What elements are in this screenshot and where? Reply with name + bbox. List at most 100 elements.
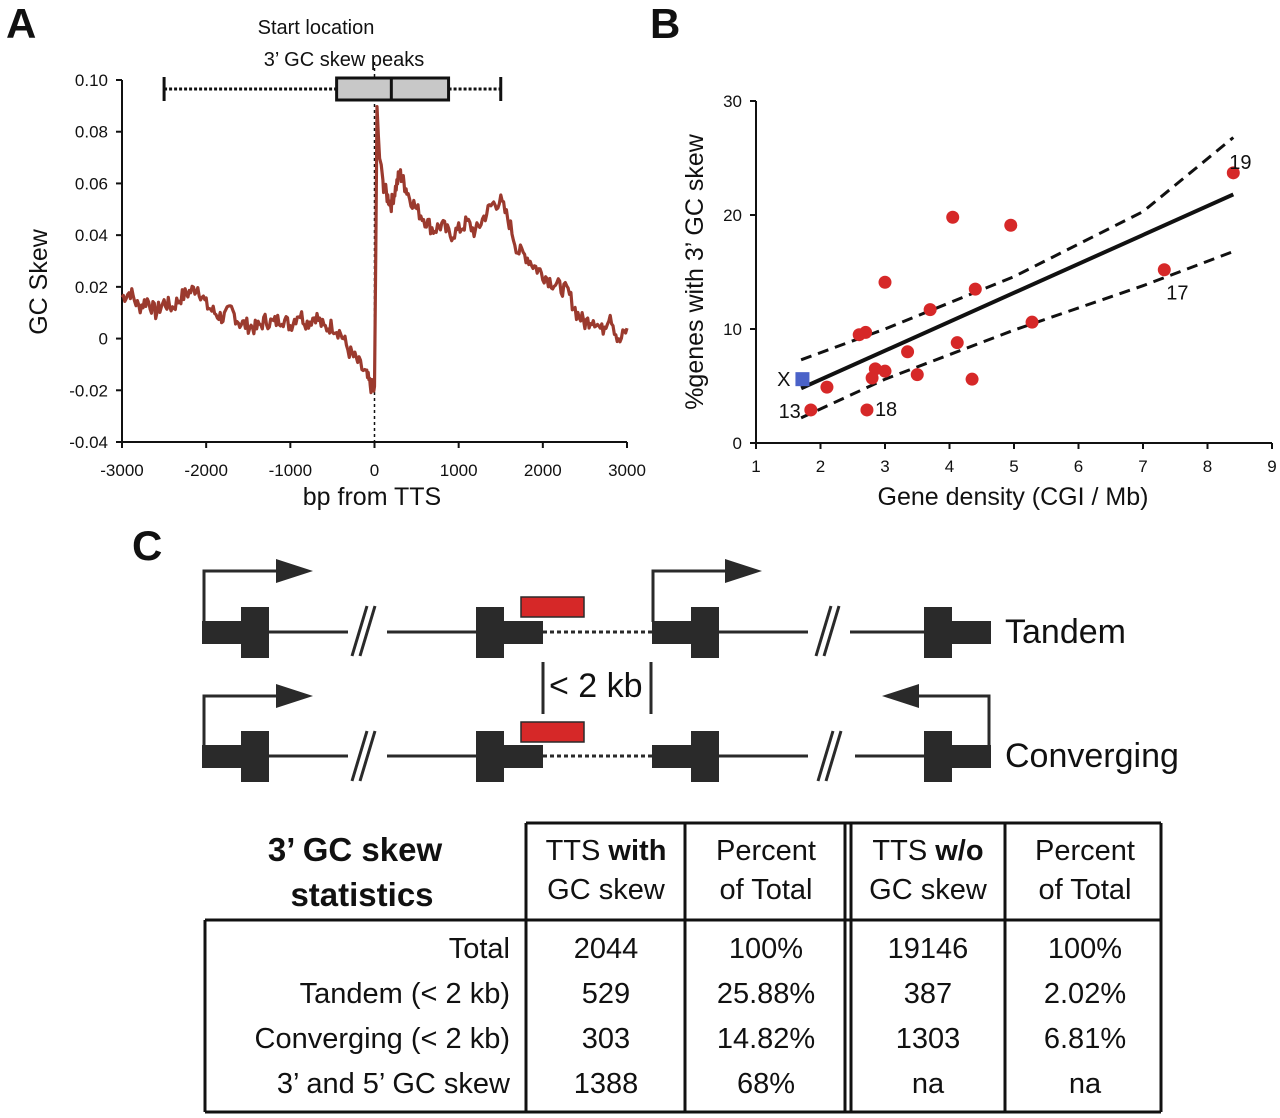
regression-line <box>800 192 1235 391</box>
table-cell: na <box>912 1068 945 1100</box>
y-tick-label: 0.02 <box>75 278 108 297</box>
data-point <box>1157 263 1171 277</box>
table-cell: 529 <box>582 978 630 1010</box>
header-with-gc-skew: TTS with <box>546 835 667 867</box>
boxplot-label-line1: Start location <box>258 17 375 39</box>
table-cell: 303 <box>582 1023 630 1055</box>
y-tick-label: 0.08 <box>75 123 108 142</box>
data-point <box>878 364 892 378</box>
y-tick-label: 20 <box>723 206 742 225</box>
header-percent-with-line2: of Total <box>720 874 813 906</box>
data-point <box>820 380 834 394</box>
upstream-gene <box>202 559 543 658</box>
boxplot-label-line2: 3’ GC skew peaks <box>264 49 424 71</box>
panel-c-letter: C <box>132 522 162 569</box>
panel-a-boxplot <box>162 76 503 102</box>
table-row: Total 2044 100% 19146 100% <box>449 933 1122 965</box>
confidence-lower-line <box>800 250 1234 420</box>
tandem-row: Tandem <box>202 559 1126 658</box>
y-tick-label: 10 <box>723 320 742 339</box>
row-label: 3’ and 5’ GC skew <box>277 1068 511 1100</box>
panel-b-axes <box>755 101 1272 444</box>
y-tick-label: 30 <box>723 92 742 111</box>
y-tick-label: 0 <box>733 434 742 453</box>
distance-label: < 2 kb <box>549 667 643 705</box>
tss-arrow-reverse-icon <box>882 684 919 708</box>
downstream-gene-tandem <box>651 559 991 658</box>
converging-row: Converging <box>202 684 1179 782</box>
x-chromosome-label: X <box>777 369 790 391</box>
table-cell: 387 <box>904 978 952 1010</box>
table-cell: 100% <box>729 933 803 965</box>
panel-a-letter: A <box>6 0 36 47</box>
x-tick-label: -1000 <box>269 461 312 480</box>
tss-arrow-icon <box>276 684 313 708</box>
x-tick-label: 1 <box>751 457 760 476</box>
x-tick-label: -3000 <box>100 461 143 480</box>
data-point <box>923 303 937 317</box>
tss-arrow-icon <box>725 559 762 583</box>
header-percent-without: Percent <box>1035 835 1135 867</box>
table-row: Tandem (< 2 kb) 529 25.88% 387 2.02% <box>300 978 1126 1010</box>
table-cell: 1388 <box>574 1068 639 1100</box>
tss-arrow-icon <box>276 559 313 583</box>
x-chromosome-point <box>795 372 810 387</box>
distance-marker: < 2 kb <box>541 662 653 714</box>
x-tick-label: 0 <box>370 461 379 480</box>
converging-gc-skew-region <box>520 721 585 743</box>
x-tick-label: 3000 <box>608 461 646 480</box>
x-tick-label: 6 <box>1074 457 1083 476</box>
table-cell: 6.81% <box>1044 1023 1126 1055</box>
chromosome-label: 18 <box>875 399 897 421</box>
x-tick-label: 9 <box>1267 457 1276 476</box>
header-percent-without-line2: of Total <box>1039 874 1132 906</box>
table-cell: 1303 <box>896 1023 961 1055</box>
x-tick-label: -2000 <box>184 461 227 480</box>
data-point <box>965 372 979 386</box>
gc-skew-line <box>120 105 629 395</box>
table-row: 3’ and 5’ GC skew 1388 68% na na <box>277 1068 1102 1100</box>
chromosome-label: 17 <box>1166 283 1188 305</box>
chromosome-label: 19 <box>1229 152 1251 174</box>
table-row: Converging (< 2 kb) 303 14.82% 1303 6.81… <box>255 1023 1127 1055</box>
header-with-gc-skew-line2: GC skew <box>547 874 666 906</box>
data-point <box>859 325 873 339</box>
x-tick-label: 7 <box>1138 457 1147 476</box>
converging-label: Converging <box>1005 737 1179 775</box>
header-percent-with: Percent <box>716 835 816 867</box>
tandem-gc-skew-region <box>520 596 585 618</box>
data-point <box>1004 218 1018 232</box>
table-title-line1: 3’ GC skew <box>268 831 443 868</box>
data-point <box>901 345 915 359</box>
data-point <box>1025 315 1039 329</box>
y-tick-label: 0.10 <box>75 71 108 90</box>
table-cell: 2.02% <box>1044 978 1126 1010</box>
x-tick-label: 2000 <box>524 461 562 480</box>
table-cell: 19146 <box>888 933 969 965</box>
panel-b-xlabel: Gene density (CGI / Mb) <box>878 483 1149 511</box>
panel-b-chart: 1 2 3 4 5 6 7 8 9 0 10 20 30 13 18 17 19 X Gene density … <box>681 92 1277 511</box>
data-point <box>950 336 964 350</box>
data-point <box>946 210 960 224</box>
gc-skew-statistics-table: 3’ GC skew statistics TTS with GC skew P… <box>203 821 1163 1114</box>
y-tick-label: -0.02 <box>69 381 108 400</box>
data-point <box>1226 166 1240 180</box>
data-point <box>968 282 982 296</box>
y-tick-label: 0.06 <box>75 174 108 193</box>
tandem-label: Tandem <box>1005 613 1126 651</box>
chromosome-label: 13 <box>779 401 801 423</box>
table-cell: 100% <box>1048 933 1122 965</box>
row-label: Tandem (< 2 kb) <box>300 978 510 1010</box>
panel-a-chart: -3000 -2000 -1000 0 1000 2000 3000 -0.04 -0.02 0 0… <box>25 17 646 511</box>
table-cell: 14.82% <box>717 1023 815 1055</box>
x-tick-label: 3 <box>880 457 889 476</box>
y-tick-label: 0 <box>99 330 108 349</box>
x-tick-label: 4 <box>945 457 954 476</box>
table-cell: 68% <box>737 1068 795 1100</box>
header-without-gc-skew: TTS w/o <box>872 835 983 867</box>
y-tick-label: 0.04 <box>75 226 108 245</box>
panel-a-ylabel: GC Skew <box>25 228 53 335</box>
panel-b-ticks: 1 2 3 4 5 6 7 8 9 0 10 20 30 <box>723 92 1277 476</box>
y-tick-label: -0.04 <box>69 433 108 452</box>
